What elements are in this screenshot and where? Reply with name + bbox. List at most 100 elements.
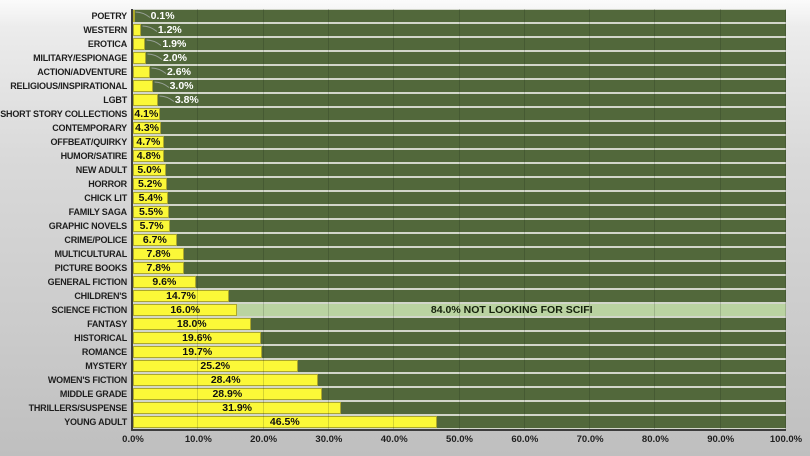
category-label: WOMEN'S FICTION [47, 375, 127, 385]
category-label: WESTERN [83, 25, 127, 35]
bar-row: CHILDREN'S 14.7% [74, 290, 786, 302]
value-bar [133, 10, 135, 22]
remainder-bar [436, 416, 786, 428]
x-tick-label: 10.0% [184, 434, 212, 445]
value-label: 18.0% [176, 318, 207, 330]
value-label: 1.9% [162, 38, 187, 50]
category-label: CRIME/POLICE [64, 235, 127, 245]
category-label: EROTICA [87, 39, 127, 49]
category-label: HUMOR/SATIRE [60, 151, 128, 161]
value-bar [133, 388, 322, 400]
value-bar [133, 136, 164, 148]
x-axis-line [131, 429, 786, 431]
category-label: HISTORICAL [74, 333, 127, 343]
gridline [327, 9, 329, 430]
value-bar [133, 262, 184, 274]
bar-row: ACTION/ADVENTURE 2.6% [37, 66, 786, 78]
remainder-bar [163, 136, 786, 148]
value-label: 14.7% [166, 290, 196, 302]
value-bar [133, 66, 150, 78]
bar-row: HORROR 5.2% [88, 178, 786, 190]
value-label: 5.2% [138, 178, 162, 190]
value-label: 19.7% [182, 346, 213, 358]
remainder-bar [228, 290, 786, 302]
bar-row: FANTASY 18.0% [87, 318, 786, 330]
bar-row: CRIME/POLICE 6.7% [64, 234, 786, 246]
bar-row: WESTERN 1.2% [83, 24, 786, 36]
category-label: NEW ADULT [75, 165, 127, 175]
gridline [589, 9, 591, 430]
x-tick-label: 50.0% [446, 434, 473, 445]
category-label: MULTICULTURAL [54, 249, 127, 259]
remainder-bar [237, 304, 786, 316]
remainder-bar [195, 276, 786, 288]
x-tick-label: 30.0% [315, 434, 343, 445]
value-bar [133, 178, 167, 190]
remainder-bar [183, 248, 786, 260]
bar-row: EROTICA 1.9% [88, 38, 786, 50]
x-tick-label: 80.0% [641, 434, 669, 445]
gridline [654, 9, 656, 430]
bar-row: GENERAL FICTION 9.6% [48, 276, 786, 288]
value-bar [133, 24, 141, 36]
annotation-label: 84.0% NOT LOOKING FOR SCIFI [430, 304, 593, 316]
category-label: HORROR [88, 179, 127, 189]
value-bar [133, 108, 160, 120]
bar-row: FAMILY SAGA 5.5% [69, 206, 786, 218]
value-label: 2.0% [163, 52, 187, 64]
category-label: MYSTERY [85, 361, 127, 371]
value-label: 4.3% [135, 122, 159, 134]
category-label: RELIGIOUS/INSPIRATIONAL [10, 81, 127, 91]
leader-line [146, 39, 162, 46]
remainder-bar [176, 234, 786, 246]
value-label: 5.5% [138, 206, 163, 218]
category-label: GRAPHIC NOVELS [48, 221, 127, 231]
category-label: LGBT [103, 95, 127, 105]
value-bar [133, 346, 262, 358]
value-label: 3.0% [169, 80, 194, 92]
leader-line [154, 81, 169, 88]
gridline [719, 9, 721, 430]
gridline [523, 9, 525, 430]
remainder-bar [168, 206, 786, 218]
category-label: SHORT STORY COLLECTIONS [0, 109, 127, 119]
bar-row: WOMEN'S FICTION 28.4% [48, 374, 786, 386]
value-bar [133, 360, 298, 372]
value-bar [133, 290, 229, 302]
plot-area: POETRY 0.1% WESTERN 1.2% EROTICA 1.9% MILITARY… [0, 9, 786, 430]
value-label: 46.5% [269, 416, 300, 428]
value-bar [133, 318, 251, 330]
category-label: MIDDLE GRADE [59, 389, 127, 399]
bar-row: MULTICULTURAL 7.8% [54, 248, 786, 260]
value-label: 28.4% [210, 374, 241, 386]
value-label: 16.0% [170, 304, 201, 316]
value-bar [133, 80, 153, 92]
value-label: 9.6% [152, 276, 177, 288]
value-bar [133, 416, 437, 428]
remainder-bar [318, 374, 786, 386]
value-label: 4.1% [134, 108, 159, 120]
value-bar [133, 234, 177, 246]
leader-line [147, 53, 163, 60]
remainder-bar [170, 220, 786, 232]
value-bar [133, 276, 196, 288]
value-bar [133, 402, 342, 414]
value-label: 4.8% [136, 150, 161, 162]
value-bar [133, 94, 158, 106]
bar-row: CHICK LIT 5.4% [84, 192, 786, 204]
remainder-bar [149, 66, 786, 78]
bar-row: NEW ADULT 5.0% [76, 164, 786, 176]
category-label: MILITARY/ESPIONAGE [33, 53, 127, 63]
bar-row: RELIGIOUS/INSPIRATIONAL 3.0% [10, 80, 786, 92]
value-label: 5.0% [137, 164, 162, 176]
leader-line [151, 67, 167, 74]
leader-line [135, 11, 150, 18]
value-label: 5.7% [139, 220, 164, 232]
bar-row: POETRY 0.1% [92, 10, 786, 22]
category-label: ROMANCE [81, 347, 127, 357]
remainder-bar [164, 150, 786, 162]
category-label: CHICK LIT [84, 193, 127, 203]
gridline [785, 9, 786, 430]
bar-row: LGBT 3.8% [103, 94, 786, 106]
